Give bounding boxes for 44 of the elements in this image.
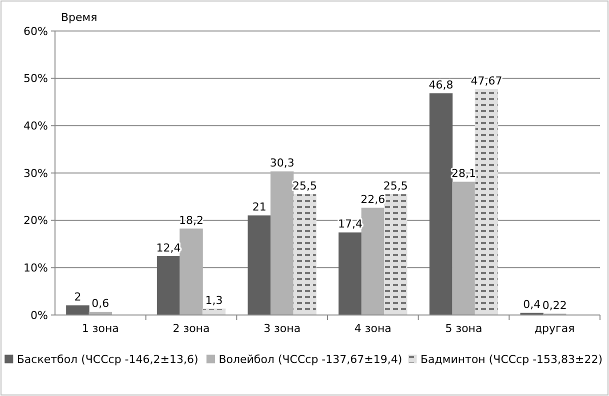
data-label: 2 [74, 290, 82, 304]
data-label: 1,3 [205, 294, 223, 307]
data-label: 47,67 [470, 74, 502, 88]
data-label: 30,3 [270, 156, 294, 170]
legend-label: Бадминтон (ЧССср -153,83±22) [420, 353, 603, 366]
data-label: 25,5 [383, 179, 408, 192]
bar [156, 256, 180, 316]
y-tick-label: 10% [24, 262, 48, 275]
y-tick-label: 50% [24, 72, 48, 86]
legend-label: Волейбол (ЧССср -137,67±19,4) [218, 353, 402, 366]
bar [180, 228, 203, 316]
data-label: 46,8 [428, 78, 454, 92]
data-label: 18,2 [179, 214, 204, 227]
data-label: 0,4 [523, 298, 541, 312]
y-tick-label: 40% [24, 120, 48, 133]
bar [429, 93, 453, 316]
bar [270, 171, 294, 316]
bar [66, 305, 90, 316]
bar [384, 194, 408, 316]
y-tick-label: 20% [24, 214, 48, 228]
y-tick-label: 60% [24, 24, 48, 38]
x-tick-label: 4 зона [354, 322, 392, 335]
data-label: 21 [252, 200, 266, 214]
x-tick-label: 1 зона [82, 322, 119, 335]
data-label: 17,4 [338, 218, 362, 231]
data-label: 0,22 [542, 298, 567, 312]
bar [248, 215, 271, 316]
y-tick-label: 0% [30, 308, 48, 322]
bar [452, 182, 476, 316]
bar [474, 89, 498, 316]
data-label: 25,5 [292, 179, 318, 192]
data-label: 0,6 [92, 297, 110, 310]
bar [361, 208, 385, 316]
x-tick-label: 5 зона [445, 322, 482, 335]
x-tick-label: 2 зона [172, 322, 210, 335]
x-tick-label: 3 зона [264, 322, 301, 335]
legend-label: Баскетбол (ЧССср -146,2±13,6) [16, 353, 198, 366]
y-tick-label: 30% [24, 166, 48, 180]
y-axis-title: Время [61, 11, 98, 24]
data-label: 22,6 [360, 193, 386, 206]
bar [338, 232, 362, 316]
data-label: 12,4 [156, 241, 181, 254]
bar [293, 194, 316, 316]
x-tick-label: другая [534, 322, 575, 335]
